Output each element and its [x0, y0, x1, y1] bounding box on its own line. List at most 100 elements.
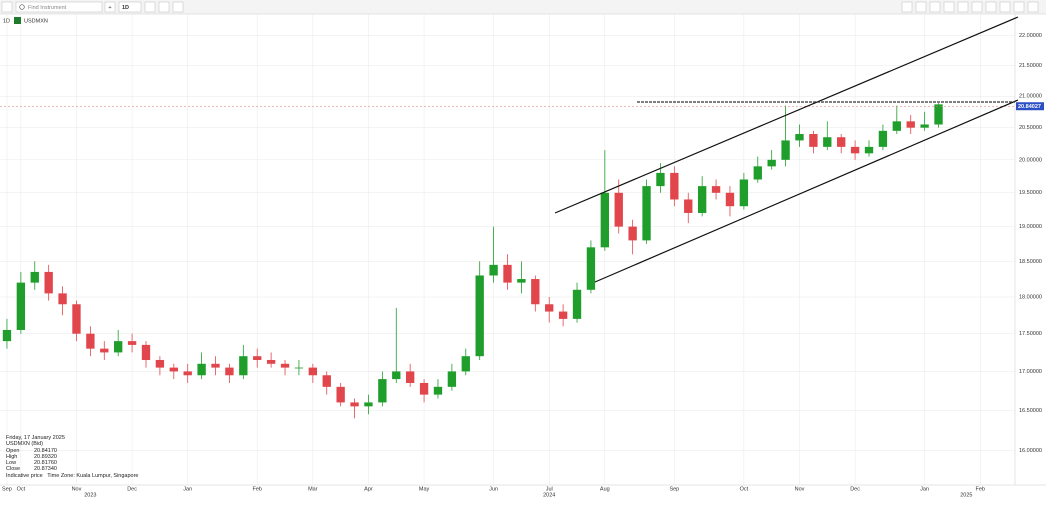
tool-button[interactable] [901, 1, 913, 13]
y-tick-label: 22.00000 [1019, 33, 1042, 39]
tool-button[interactable] [1027, 1, 1039, 13]
candle-body [141, 344, 151, 360]
candle-body [572, 289, 582, 319]
candle-body [850, 146, 860, 154]
candle-body [864, 146, 874, 154]
candle-body [280, 363, 290, 368]
candle-body [934, 104, 943, 125]
tool-button[interactable] [999, 1, 1011, 13]
tool-button[interactable] [915, 1, 927, 13]
candle-body [114, 341, 123, 353]
candle-body [447, 371, 457, 387]
tool-button[interactable] [1013, 1, 1025, 13]
candle-body [100, 348, 109, 353]
candle-body [225, 367, 234, 376]
candle-body [739, 179, 749, 207]
candle-body [656, 172, 665, 187]
tool-button[interactable] [957, 1, 969, 13]
timezone: Time Zone: Kuala Lumpur, Singapore [47, 472, 139, 479]
note: Indicative price [6, 472, 43, 479]
candle-body [461, 356, 470, 372]
x-tick-label: Jan [183, 486, 192, 492]
candle-body [72, 304, 81, 334]
plot-area [0, 14, 1015, 485]
info-date: Friday, 17 January 2025 [6, 435, 65, 441]
candle-body [266, 359, 276, 364]
search-box[interactable] [15, 1, 103, 13]
candle-body [16, 282, 26, 330]
x-tick-label: Sep [669, 486, 679, 492]
x-tick-label: Jul [546, 486, 553, 492]
candle-body [392, 371, 401, 380]
x-tick-label: Sep [2, 486, 12, 492]
indicator-button[interactable] [158, 1, 170, 13]
candle-body [531, 279, 540, 305]
search-placeholder: Find Instrument [28, 5, 67, 11]
channel-line[interactable] [594, 99, 1019, 283]
search-icon [19, 4, 25, 10]
candle-body [906, 121, 915, 128]
interval-select[interactable] [118, 1, 142, 13]
y-tick-label: 20.00000 [1019, 157, 1042, 163]
x-tick-label: Jan [920, 486, 929, 492]
candle-body [558, 311, 568, 319]
candle-body [336, 386, 345, 403]
candle-body [892, 121, 901, 131]
candle-body [211, 363, 220, 368]
last-price-label: 20.84027 [1018, 104, 1041, 110]
settings-button[interactable] [172, 1, 184, 13]
add-button[interactable] [104, 1, 116, 13]
link-button[interactable] [1, 1, 13, 13]
last-price-box [1016, 102, 1044, 111]
x-tick-label: Apr [364, 486, 373, 492]
candle-body [308, 367, 318, 376]
info-label: Low [6, 460, 17, 467]
channel-line[interactable] [554, 16, 1019, 214]
y-tick-label: 18.00000 [1019, 294, 1042, 300]
x-tick-label: Dec [127, 486, 137, 492]
candle-body [433, 386, 443, 395]
x-tick-label: Feb [975, 486, 984, 492]
chart-type-button[interactable] [144, 1, 156, 13]
y-tick-label: 19.00000 [1019, 224, 1042, 230]
candle-body [475, 275, 484, 357]
tool-button[interactable] [929, 1, 941, 13]
candle-body [767, 159, 776, 167]
x-tick-label: May [419, 486, 430, 492]
candle-body [44, 271, 53, 294]
candle-body [614, 192, 623, 227]
candle-body [197, 363, 206, 376]
candle-body [795, 134, 804, 141]
candle-body [239, 356, 248, 376]
tool-button[interactable] [943, 1, 955, 13]
symbol-badge [14, 17, 21, 24]
info-value: 20.89320 [34, 453, 57, 460]
info-rows: Open 20.84170 High 20.89320 Low 20.81760 Close… [6, 448, 139, 473]
candle-body [183, 371, 192, 376]
candle-body [86, 333, 95, 349]
x-tick-label: Aug [600, 486, 610, 492]
candle-body [670, 172, 679, 200]
tool-icons [901, 1, 1039, 13]
candle-body [419, 382, 429, 395]
candle-body [628, 226, 637, 241]
info-value: 20.84170 [34, 447, 57, 454]
candle-body [711, 186, 721, 193]
candle-body [322, 375, 331, 387]
tool-button[interactable] [985, 1, 997, 13]
candle-body [809, 134, 818, 147]
year-label: 2023 [84, 492, 96, 498]
candle-body [364, 402, 373, 407]
tool-button[interactable] [971, 1, 983, 13]
candle-body [600, 192, 609, 248]
x-tick-label: Nov [72, 486, 82, 492]
year-label: 2024 [543, 492, 555, 498]
candle-body [545, 304, 554, 312]
drawings [554, 16, 1019, 283]
y-tick-label: 21.50000 [1019, 63, 1042, 69]
candle-body [697, 186, 707, 213]
candle-body [350, 402, 359, 407]
info-instrument: USDMXN (Bid) [6, 441, 43, 448]
candle-body [684, 199, 693, 213]
